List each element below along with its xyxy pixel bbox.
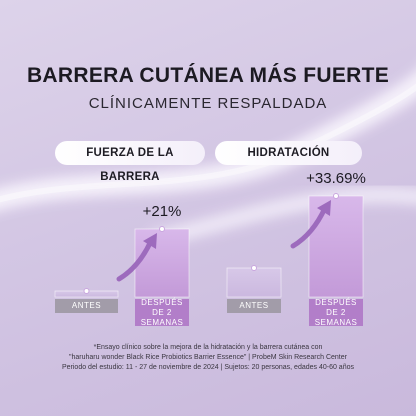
- subtitle: CLÍNICAMENTE RESPALDADA: [88, 95, 328, 112]
- title: BARRERA CUTÁNEA MÁS FUERTE: [26, 64, 390, 87]
- bar-dot: [83, 288, 90, 294]
- arrow-head: [317, 200, 331, 216]
- annotation: +21%: [142, 203, 182, 220]
- footnote-line: "haruharu wonder Black Rice Probiotics B…: [69, 354, 347, 361]
- bar: [308, 195, 364, 298]
- arrow: [290, 205, 328, 249]
- footnote: *Ensayo clínico sobre la mejora de la hi…: [0, 343, 416, 373]
- x-tick-label: DESPUÉS DE 2 SEMANAS: [135, 298, 189, 327]
- footnote-line: *Ensayo clínico sobre la mejora de la hi…: [93, 344, 323, 351]
- bar-dot: [251, 265, 257, 271]
- bar-dot: [333, 193, 339, 199]
- arrow-head: [143, 233, 157, 249]
- bar: [134, 228, 190, 298]
- x-tick-label: ANTES: [55, 299, 118, 313]
- bar-dot: [159, 226, 165, 232]
- bar: [226, 267, 282, 298]
- panel-title: HIDRATACIÓN: [215, 141, 362, 165]
- panel-title: FUERZA DE LA BARRERA: [55, 141, 205, 183]
- arrow: [116, 238, 154, 282]
- annotation: +33.69%: [306, 170, 366, 187]
- x-tick-label: DESPUÉS DE 2 SEMANAS: [309, 298, 363, 327]
- x-tick-label: ANTES: [227, 299, 281, 313]
- footnote-line: Periodo del estudio: 11 - 27 de noviembr…: [61, 364, 354, 371]
